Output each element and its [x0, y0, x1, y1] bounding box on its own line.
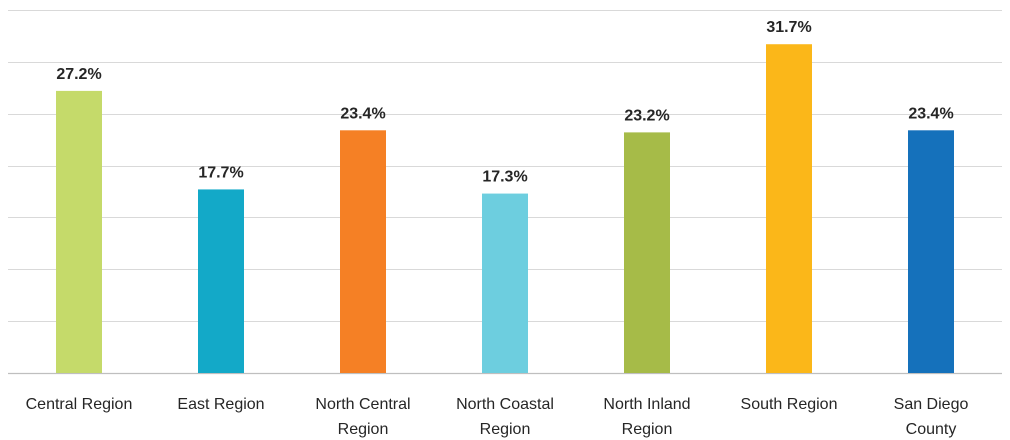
bar	[198, 189, 244, 373]
bars	[56, 44, 954, 374]
data-label: 27.2%	[56, 66, 101, 83]
bar	[482, 193, 528, 373]
bar	[908, 130, 954, 373]
bar	[56, 90, 102, 373]
category-tick-label: South Region	[741, 396, 838, 413]
category-tick-label: North Central Region	[315, 396, 410, 438]
category-tick-label: San Diego County	[894, 396, 969, 438]
value-labels: 27.2% 17.7% 23.4% 17.3% 23.2% 31.7% 23.4%	[56, 19, 953, 185]
data-label: 17.3%	[482, 169, 527, 186]
data-label: 23.4%	[908, 105, 953, 122]
data-label: 31.7%	[766, 19, 811, 36]
category-tick-label: Central Region	[26, 396, 133, 413]
category-tick-label: North Coastal Region	[456, 396, 554, 438]
category-tick-label: North Inland Region	[603, 396, 690, 438]
category-labels: Central Region East Region North Central Re…	[26, 396, 969, 438]
bar	[766, 44, 812, 374]
data-label: 23.4%	[340, 105, 385, 122]
bar	[624, 132, 670, 373]
data-label: 17.7%	[198, 164, 243, 181]
category-tick-label: East Region	[177, 396, 264, 413]
data-label: 23.2%	[624, 107, 669, 124]
bar	[340, 130, 386, 373]
